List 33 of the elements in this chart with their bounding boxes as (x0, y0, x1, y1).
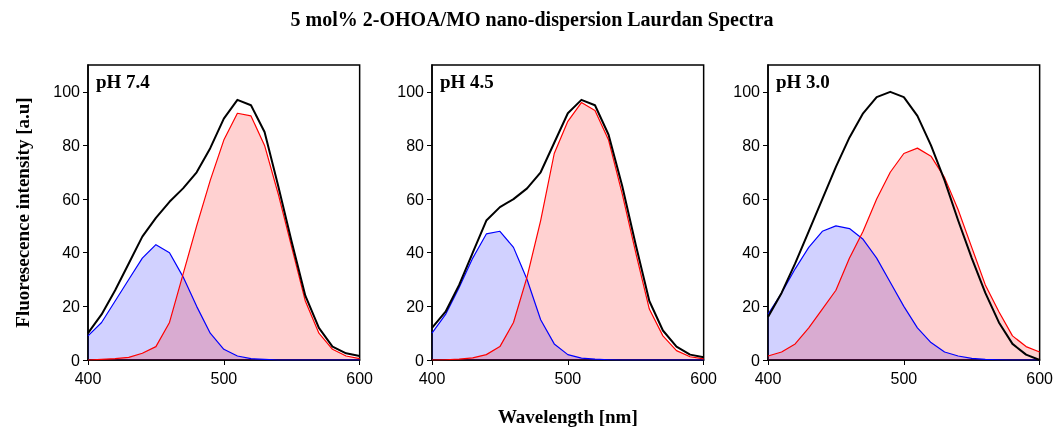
x-tick-label: 600 (690, 369, 718, 387)
annotation: pH 4.5 (440, 71, 494, 92)
text: 5 mol% 2-OHOA/MO nano-dispersion Laurdan Spectra (289, 8, 775, 31)
x-axis-title: Wavelength [nm] (497, 406, 638, 427)
y-tick-label: 0 (415, 351, 425, 369)
x-tick-label: 500 (890, 369, 918, 387)
y-tick-label: 20 (406, 297, 425, 315)
x-tick-label: 500 (210, 369, 238, 387)
y-tick-label: 100 (397, 83, 425, 101)
y-tick-label: 100 (733, 83, 761, 101)
x-tick-label: 400 (74, 369, 102, 387)
y-tick-label: 40 (406, 244, 425, 262)
y-tick-label: 0 (71, 351, 81, 369)
y-tick-label: 20 (62, 297, 81, 315)
x-tick-label: 500 (554, 369, 582, 387)
y-tick-label: 100 (53, 83, 81, 101)
y-tick-label: 60 (406, 190, 425, 208)
y-axis-title: Fluoresecence intensity [a.u] (12, 97, 33, 328)
y-tick-label: 40 (742, 244, 761, 262)
y-tick-label: 60 (742, 190, 761, 208)
y-tick-label: 80 (742, 136, 761, 154)
x-tick-label: 400 (418, 369, 446, 387)
y-tick-label: 40 (62, 244, 81, 262)
y-tick-label: 20 (742, 297, 761, 315)
y-tick-label: 60 (62, 190, 81, 208)
annotation: pH 7.4 (96, 71, 151, 92)
y-tick-label: 80 (406, 136, 425, 154)
x-tick-label: 600 (1026, 369, 1054, 387)
x-tick-label: 600 (346, 369, 374, 387)
y-tick-label: 0 (751, 351, 761, 369)
x-tick-label: 400 (754, 369, 782, 387)
annotation: pH 3.0 (776, 71, 830, 92)
y-tick-label: 80 (62, 136, 81, 154)
